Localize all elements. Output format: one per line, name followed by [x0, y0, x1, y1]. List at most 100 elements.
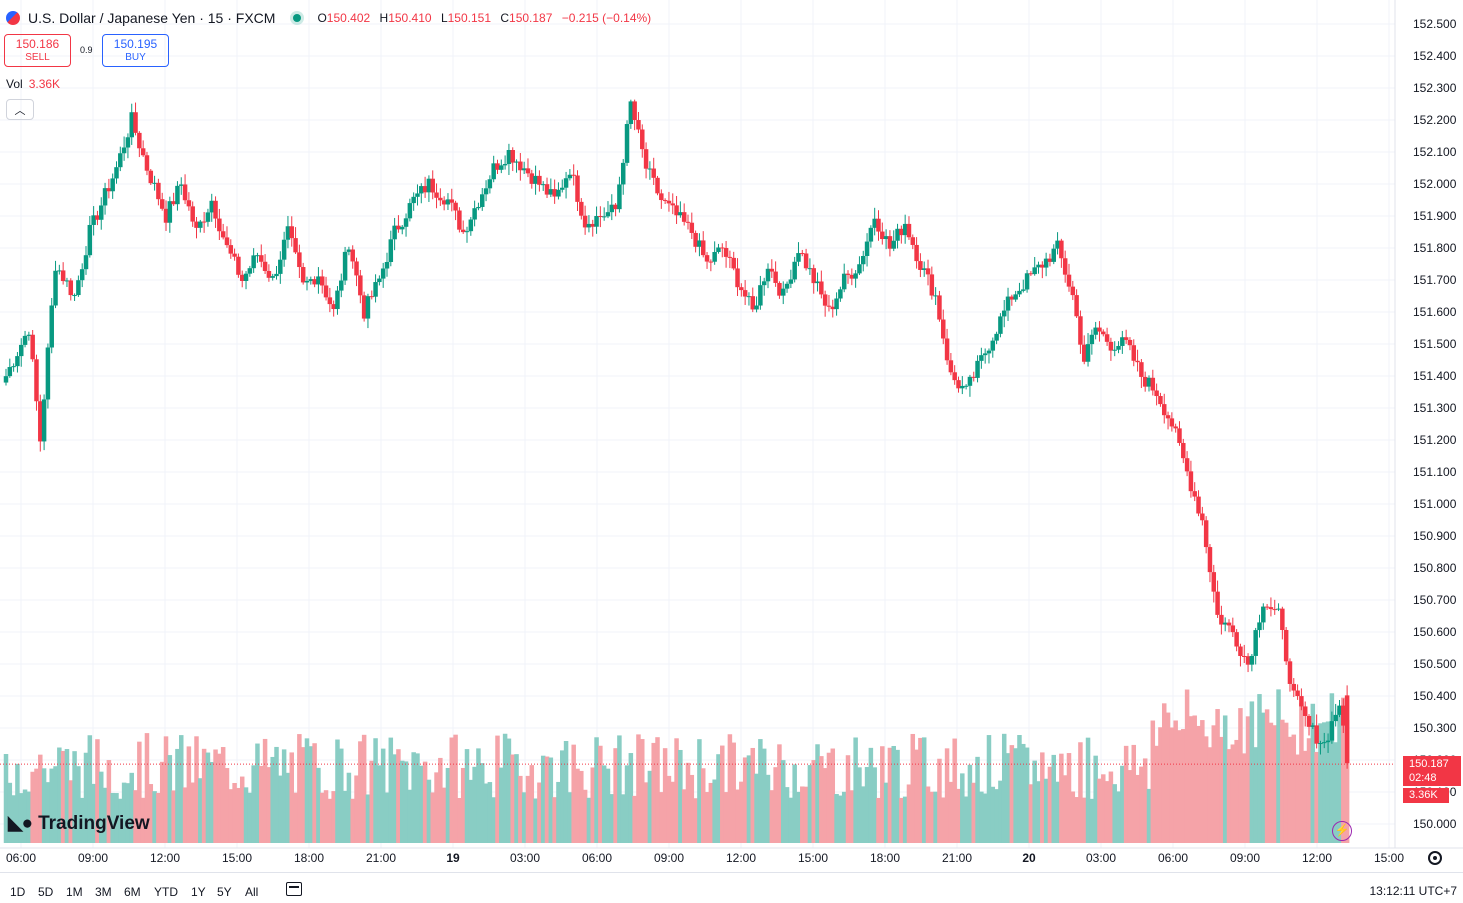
volume-bar	[411, 752, 416, 843]
volume-bar	[990, 786, 996, 843]
symbol-title[interactable]: U.S. Dollar / Japanese Yen · 15 · FXCM	[28, 10, 276, 26]
y-tick-label: 150.400	[1413, 689, 1457, 703]
candle-body	[1066, 274, 1072, 287]
tf-1y[interactable]: 1Y	[191, 885, 206, 899]
volume-bar	[853, 737, 858, 843]
candle-body	[304, 280, 310, 283]
tf-ytd[interactable]: YTD	[154, 885, 178, 899]
candle-body	[815, 281, 820, 284]
candle-body	[480, 194, 485, 207]
candle-body	[887, 236, 893, 249]
tf-1d[interactable]: 1D	[10, 885, 26, 899]
candle-body	[998, 316, 1003, 334]
candle-body	[270, 276, 275, 278]
volume-bar	[689, 774, 695, 843]
candle-body	[64, 280, 70, 282]
logo-text: TradingView	[38, 812, 150, 834]
candle-body	[26, 334, 32, 336]
gear-icon[interactable]	[1428, 851, 1442, 865]
volume-bar	[1268, 722, 1274, 843]
candle-body	[335, 290, 340, 310]
calendar-icon[interactable]	[286, 882, 302, 896]
volume-bar	[247, 792, 253, 843]
candle-body	[331, 304, 336, 310]
candle-body	[198, 221, 203, 228]
volume-bar	[819, 756, 824, 843]
candle-body	[251, 255, 256, 269]
tf-all[interactable]: All	[245, 885, 259, 899]
candle-body	[632, 101, 637, 121]
candle-body	[369, 296, 375, 298]
volume-bar	[289, 752, 294, 843]
lightning-icon[interactable]: ⚡	[1332, 821, 1352, 841]
volume-bar	[422, 761, 428, 843]
candle-body	[259, 255, 264, 262]
tf-5d[interactable]: 5D	[38, 885, 54, 899]
candle-body	[438, 197, 443, 201]
candle-body	[38, 401, 43, 442]
volume-bar	[415, 753, 420, 843]
volume-bar	[1036, 781, 1041, 843]
volume-bar	[236, 787, 241, 843]
volume-bar	[544, 756, 550, 843]
tf-1m[interactable]: 1M	[66, 885, 83, 899]
candle-body	[1337, 705, 1342, 715]
volume-bar	[769, 790, 775, 843]
candle-body	[1101, 331, 1106, 335]
tf-3m[interactable]: 3M	[95, 885, 112, 899]
candle-body	[1283, 630, 1289, 662]
volume-bar	[632, 795, 637, 843]
candle-body	[582, 215, 588, 228]
candle-body	[628, 101, 634, 125]
volume-bar	[121, 782, 127, 843]
volume-bar	[754, 773, 759, 843]
volume-bar	[693, 798, 698, 843]
candle-body	[1257, 622, 1262, 631]
volume-bar	[499, 767, 504, 843]
buy-label: BUY	[125, 51, 146, 63]
volume-bar	[758, 739, 763, 843]
volume-bar	[521, 792, 527, 843]
candle-body	[148, 170, 154, 184]
tf-6m[interactable]: 6M	[124, 885, 141, 899]
buy-button[interactable]: 150.195 BUY	[102, 34, 169, 67]
volume-bar	[137, 741, 142, 843]
tf-5y[interactable]: 5Y	[217, 885, 232, 899]
volume-bar	[765, 774, 771, 843]
candle-body	[399, 226, 405, 230]
volume-bar	[1154, 745, 1159, 843]
collapse-legend-button[interactable]: ︿	[6, 99, 34, 120]
volume-bar	[1066, 753, 1072, 843]
volume-bar	[1310, 703, 1316, 843]
candle-body	[346, 249, 352, 252]
candle-body	[937, 295, 942, 320]
volume-bar	[720, 745, 725, 843]
clock[interactable]: 13:12:11 UTC+7	[1369, 884, 1458, 898]
volume-bar	[148, 784, 154, 843]
candle-body	[651, 168, 656, 178]
volume-bar	[438, 757, 443, 843]
candle-body	[159, 199, 165, 209]
candle-body	[1150, 377, 1156, 391]
candle-body	[670, 203, 675, 206]
x-tick-label: 15:00	[1374, 851, 1404, 865]
y-tick-label: 150.900	[1413, 529, 1457, 543]
sell-button[interactable]: 150.186 SELL	[4, 34, 71, 67]
volume-bar	[41, 768, 47, 843]
volume-bar	[857, 767, 862, 843]
price-chart[interactable]: 150.000150.100150.200150.300150.400150.5…	[0, 0, 1463, 870]
volume-bar	[868, 747, 874, 843]
volume-bar	[205, 752, 211, 843]
candle-body	[232, 253, 237, 257]
volume-bar	[335, 739, 340, 843]
volume-bar	[7, 782, 13, 843]
volume-bar	[228, 789, 234, 843]
candle-body	[1154, 390, 1159, 397]
candle-body	[1280, 608, 1285, 631]
y-tick-label: 152.300	[1413, 81, 1457, 95]
y-tick-label: 152.500	[1413, 17, 1457, 31]
candle-body	[571, 174, 576, 176]
candle-body	[952, 372, 957, 381]
candle-body	[114, 167, 119, 179]
candle-body	[392, 225, 397, 240]
